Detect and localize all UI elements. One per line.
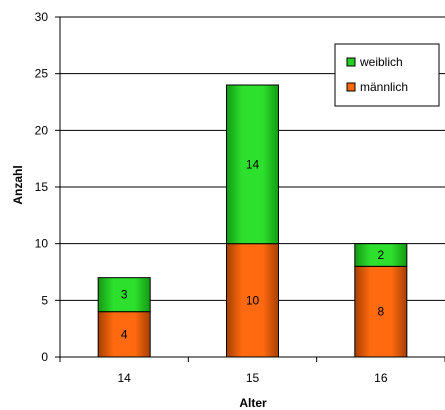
legend-label-maennlich: männlich <box>360 80 408 94</box>
y-axis-title: Anzahl <box>11 165 25 204</box>
legend-swatch-maennlich <box>346 82 356 92</box>
y-tick-label: 25 <box>35 67 49 81</box>
data-label-maennlich-14: 4 <box>121 327 128 341</box>
bar-weiblich-14 <box>97 277 151 313</box>
bar-maennlich-16 <box>354 265 408 358</box>
y-tick-label: 5 <box>41 293 48 307</box>
data-label-maennlich-16: 8 <box>377 305 384 319</box>
bar-weiblich-16 <box>354 243 408 267</box>
y-tick-label: 15 <box>35 180 49 194</box>
y-tick-label: 20 <box>35 123 49 137</box>
x-tick-label: 14 <box>117 371 131 385</box>
legend-box <box>334 43 440 107</box>
data-label-weiblich-15: 14 <box>246 157 260 171</box>
data-label-weiblich-14: 3 <box>121 288 128 302</box>
data-labels: 4 3 10 14 8 2 <box>121 157 385 341</box>
bar-weiblich-15 <box>226 84 279 245</box>
data-label-weiblich-16: 2 <box>377 248 384 262</box>
y-tick-label: 0 <box>41 350 48 364</box>
legend-label-weiblich: weiblich <box>359 55 403 69</box>
x-tick-labels: 14 15 16 <box>117 371 387 385</box>
x-axis-title: Alter <box>239 396 267 410</box>
x-tick-label: 16 <box>374 371 388 385</box>
legend: weiblich männlich <box>334 43 440 107</box>
legend-swatch-weiblich <box>346 57 356 67</box>
y-tick-label: 10 <box>35 237 49 251</box>
data-label-maennlich-15: 10 <box>246 293 260 307</box>
y-tick-label: 30 <box>35 10 49 24</box>
y-tick-labels: 0 5 10 15 20 25 30 <box>35 10 49 364</box>
x-tick-label: 15 <box>246 371 260 385</box>
bars <box>97 84 408 358</box>
